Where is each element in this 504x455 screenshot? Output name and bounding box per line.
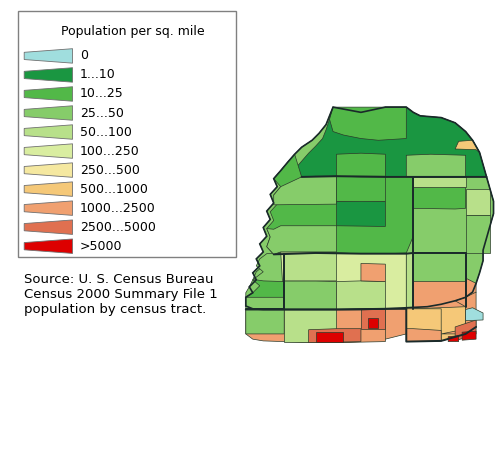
Polygon shape <box>455 140 480 152</box>
Polygon shape <box>361 263 386 282</box>
Polygon shape <box>24 201 73 215</box>
Polygon shape <box>466 215 490 253</box>
Polygon shape <box>337 176 386 201</box>
Polygon shape <box>24 125 73 139</box>
Polygon shape <box>24 163 73 177</box>
Polygon shape <box>267 154 413 254</box>
Polygon shape <box>330 107 406 140</box>
Text: >5000: >5000 <box>80 240 122 253</box>
Polygon shape <box>24 87 73 101</box>
Polygon shape <box>24 239 73 253</box>
Polygon shape <box>24 144 73 158</box>
Polygon shape <box>24 106 73 120</box>
Polygon shape <box>455 320 476 341</box>
Text: 250...500: 250...500 <box>80 164 140 177</box>
Polygon shape <box>24 182 73 197</box>
Polygon shape <box>361 309 386 329</box>
Polygon shape <box>406 275 476 309</box>
Text: 2500...5000: 2500...5000 <box>80 221 156 234</box>
Polygon shape <box>246 107 493 309</box>
Polygon shape <box>24 220 73 234</box>
Text: 10...25: 10...25 <box>80 87 123 101</box>
Polygon shape <box>284 281 337 309</box>
Text: 100...250: 100...250 <box>80 145 140 157</box>
Text: 500...1000: 500...1000 <box>80 182 148 196</box>
Polygon shape <box>308 329 361 343</box>
Polygon shape <box>246 309 406 343</box>
Polygon shape <box>337 281 386 309</box>
Polygon shape <box>406 154 466 177</box>
Text: Source: U. S. Census Bureau
Census 2000 Summary File 1
population by census trac: Source: U. S. Census Bureau Census 2000 … <box>24 273 218 316</box>
Polygon shape <box>284 253 337 281</box>
FancyBboxPatch shape <box>18 11 236 257</box>
Polygon shape <box>337 201 386 227</box>
Text: 50...100: 50...100 <box>80 126 132 138</box>
Polygon shape <box>466 189 490 215</box>
Text: Population per sq. mile: Population per sq. mile <box>61 25 205 38</box>
Polygon shape <box>413 177 466 187</box>
Text: 25...50: 25...50 <box>80 106 123 120</box>
Polygon shape <box>413 282 466 309</box>
Polygon shape <box>413 177 493 253</box>
Polygon shape <box>337 153 386 176</box>
Polygon shape <box>274 176 337 205</box>
Polygon shape <box>448 336 459 342</box>
Polygon shape <box>406 253 466 309</box>
Polygon shape <box>284 309 337 342</box>
Polygon shape <box>406 301 466 342</box>
Polygon shape <box>246 254 284 309</box>
Polygon shape <box>466 308 483 321</box>
Polygon shape <box>462 331 476 340</box>
Polygon shape <box>281 252 406 309</box>
Polygon shape <box>368 318 379 328</box>
Polygon shape <box>413 187 466 209</box>
Polygon shape <box>413 253 466 282</box>
Polygon shape <box>24 49 73 63</box>
Polygon shape <box>246 280 284 297</box>
Polygon shape <box>267 226 337 254</box>
Polygon shape <box>246 309 284 334</box>
Polygon shape <box>295 107 486 177</box>
Text: 1...10: 1...10 <box>80 68 115 81</box>
Polygon shape <box>441 292 476 334</box>
Polygon shape <box>246 254 284 309</box>
Polygon shape <box>406 329 441 342</box>
Polygon shape <box>406 309 441 342</box>
Polygon shape <box>24 68 73 82</box>
Polygon shape <box>337 309 386 343</box>
Text: 0: 0 <box>80 50 88 62</box>
Text: 1000...2500: 1000...2500 <box>80 202 156 215</box>
Polygon shape <box>316 332 344 342</box>
